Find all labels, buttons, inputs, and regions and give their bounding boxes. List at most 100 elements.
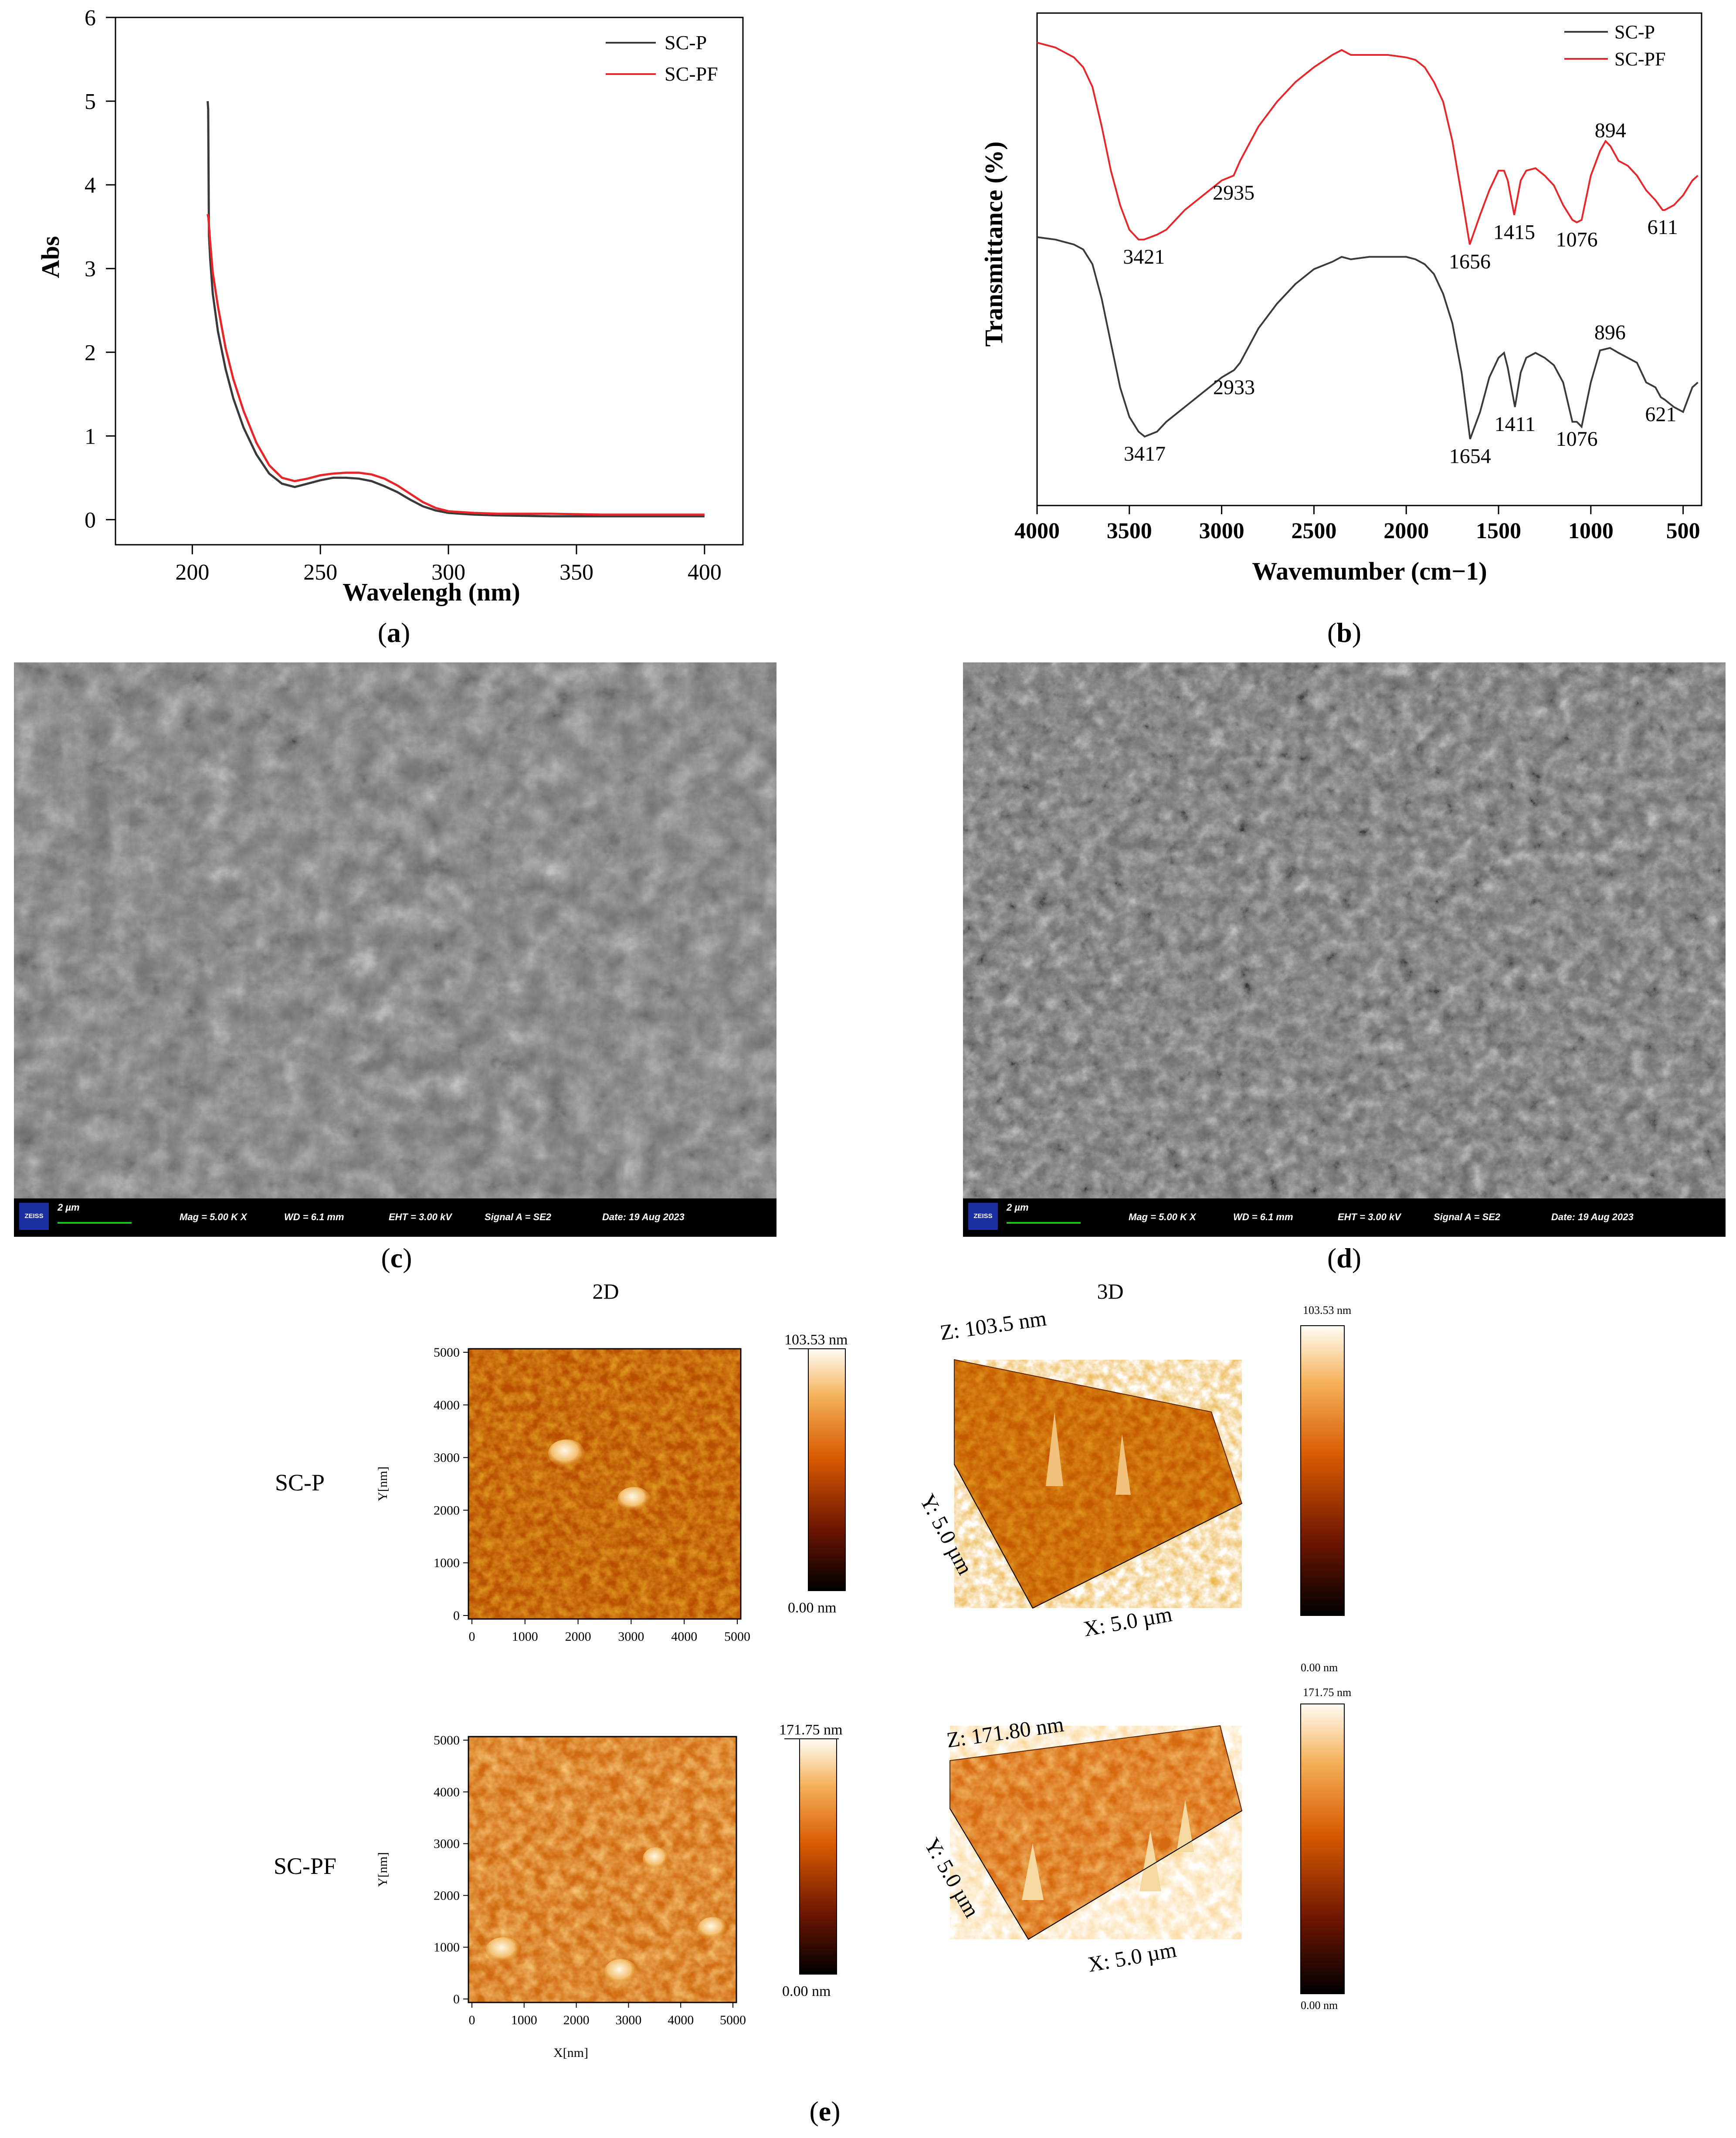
uv-y-tick-label: 3 — [85, 257, 96, 282]
afm-y-tick-label: 5000 — [434, 1345, 460, 1360]
uv-legend-sc-p: SC-P — [665, 31, 707, 54]
afm-z-label: Z: 103.5 nm — [939, 1306, 1048, 1345]
afm-y-tick-label: 5000 — [434, 1733, 460, 1748]
uv-series-line-sc-p — [207, 101, 705, 518]
afm-x-tick-label: 3000 — [615, 2013, 641, 2027]
afm-x-tick-label: 3000 — [618, 1629, 644, 1644]
afm-x-tick-label: 0 — [469, 2013, 475, 2027]
uv-y-tick-label: 4 — [85, 173, 96, 198]
ftir-peak-label: 2935 — [1213, 181, 1255, 204]
ftir-legend-sc-pf: SC-PF — [1614, 48, 1665, 70]
sem-mag: Mag = 5.00 K X — [1129, 1212, 1196, 1222]
afm-x-tick-label: 2000 — [563, 2013, 590, 2027]
afm-cbar-min: 0.00 nm — [788, 1600, 836, 1616]
afm-x-tick-label: 2000 — [565, 1629, 591, 1644]
uv-y-tick-label: 6 — [85, 6, 96, 31]
sem-date: Date: 19 Aug 2023 — [1551, 1212, 1634, 1222]
afm-x-tick-label: 1000 — [512, 1629, 538, 1644]
afm-3d-surface-sc-p: Z: 103.5 nm Y: 5.0 µm X: 5.0 µm — [915, 1306, 1243, 1641]
afm-y-tick-label: 4000 — [434, 1785, 460, 1799]
uv-x-tick-label: 250 — [303, 560, 337, 585]
afm-y-tick-label: 2000 — [434, 1888, 460, 1903]
ftir-x-tick-label: 2000 — [1383, 519, 1429, 543]
sem-scale-bar — [58, 1222, 132, 1224]
afm-cbar-max: 103.53 nm — [784, 1332, 848, 1348]
uv-y-tick-label: 0 — [85, 508, 96, 533]
ftir-peak-label: 611 — [1648, 216, 1678, 239]
ftir-peak-label: 1411 — [1495, 413, 1536, 436]
ftir-y-axis-label: Transmittance (%) — [980, 142, 1008, 347]
sem-wd: WD = 6.1 mm — [1233, 1212, 1293, 1222]
uv-legend: SC-P SC-PF — [606, 31, 718, 85]
afm-2d-map-sc-p — [468, 1348, 742, 1620]
afm-axes-sc-pf: 00 1000 1000 2000 2000 3000 3000 4000 4000 5000 50… — [434, 1733, 746, 2027]
sem-scale-bar — [1007, 1222, 1081, 1224]
sem-signal: Signal A = SE2 — [485, 1212, 552, 1222]
sem-eht: EHT = 3.00 kV — [1338, 1212, 1401, 1222]
afm-row-label-sc-p: SC-P — [275, 1469, 325, 1496]
ftir-x-tick-label: 3000 — [1199, 519, 1244, 543]
uv-x-tick-label: 350 — [559, 560, 593, 585]
afm-z-label: Z: 171.80 nm — [945, 1712, 1065, 1752]
ftir-peak-label: 2933 — [1213, 376, 1255, 399]
afm-cbar3d-max: 171.75 nm — [1303, 1686, 1351, 1699]
uv-y-axis-label: Abs — [36, 236, 64, 278]
ftir-x-tick-label: 1500 — [1476, 519, 1521, 543]
afm-y-tick-label: 3000 — [434, 1451, 460, 1465]
afm-x-tick-label: 0 — [469, 1629, 475, 1644]
panel-e-label: (e) — [809, 2096, 841, 2127]
afm-row-label-sc-pf: SC-PF — [274, 1853, 336, 1879]
afm-y-axis-label: Y[nm] — [376, 1852, 390, 1887]
ftir-legend-sc-p: SC-P — [1614, 21, 1655, 43]
ftir-x-tick-label: 4000 — [1014, 519, 1060, 543]
afm-colorbar-2d-sc-pf: 171.75 nm 0.00 nm — [779, 1722, 842, 1999]
ftir-peak-label: 621 — [1645, 403, 1676, 426]
sem-info-bar-c: ZEISS 2 µm Mag = 5.00 K X WD = 6.1 mm EH… — [14, 1198, 776, 1237]
panel-d-label: (d) — [1327, 1242, 1362, 1273]
afm-x-tick-label: 5000 — [724, 1629, 750, 1644]
ftir-series-line-sc-pf — [1037, 41, 1699, 245]
afm-cbar-max: 171.75 nm — [779, 1722, 842, 1738]
afm-y-tick-label: 0 — [453, 1992, 460, 2006]
afm-colorbar-3d-sc-pf: 171.75 nm 0.00 nm — [1300, 1686, 1351, 2012]
uv-y-tick-label: 5 — [85, 89, 96, 114]
sem-signal: Signal A = SE2 — [1434, 1212, 1501, 1222]
afm-axes-sc-p: 00 1000 1000 2000 2000 3000 3000 4000 4000 5000 50… — [434, 1345, 750, 1644]
afm-cbar3d-min: 0.00 nm — [1301, 1661, 1338, 1674]
ftir-legend: SC-P SC-PF — [1564, 21, 1665, 70]
ftir-peak-label: 1076 — [1556, 428, 1598, 451]
afm-x-tick-label: 4000 — [668, 2013, 694, 2027]
zeiss-logo: ZEISS — [968, 1203, 998, 1230]
panel-c-label: (c) — [381, 1242, 412, 1273]
afm-x3d-label: X: 5.0 µm — [1082, 1602, 1174, 1641]
ftir-x-tick-label: 3500 — [1107, 519, 1152, 543]
afm-x-tick-label: 4000 — [671, 1629, 697, 1644]
ftir-series-line-sc-p — [1037, 236, 1699, 440]
afm-x-tick-label: 1000 — [511, 2013, 537, 2027]
uv-series-line-sc-pf — [207, 214, 705, 516]
sem-eht: EHT = 3.00 kV — [389, 1212, 452, 1222]
afm-y-tick-label: 4000 — [434, 1398, 460, 1412]
sem-mag: Mag = 5.00 K X — [180, 1212, 247, 1222]
afm-y-tick-label: 2000 — [434, 1503, 460, 1517]
ftir-x-tick-label: 1000 — [1568, 519, 1614, 543]
ftir-peak-label: 1656 — [1449, 250, 1491, 273]
ftir-spectrum-chart: 4000 3500 3000 2500 2000 1500 1000 500 3421 2935 1… — [980, 12, 1702, 585]
sem-texture-d — [963, 662, 1726, 1198]
ftir-peak-label: 3421 — [1123, 245, 1165, 268]
afm-y-tick-label: 1000 — [434, 1556, 460, 1570]
uv-y-tick-label: 2 — [85, 340, 96, 365]
afm-y-tick-label: 3000 — [434, 1837, 460, 1851]
afm-colorbar-2d-sc-p: 103.53 nm 0.00 nm — [784, 1332, 848, 1616]
sem-wd: WD = 6.1 mm — [284, 1212, 344, 1222]
panel-a-label: (a) — [377, 617, 410, 648]
afm-2d-header: 2D — [592, 1279, 619, 1303]
ftir-x-tick-label: 500 — [1666, 519, 1700, 543]
afm-3d-surface-sc-pf: Z: 171.80 nm Y: 5.0 µm X: 5.0 µm — [919, 1712, 1243, 1977]
afm-x-tick-label: 5000 — [720, 2013, 746, 2027]
sem-info-bar-d: ZEISS 2 µm Mag = 5.00 K X WD = 6.1 mm EH… — [963, 1198, 1726, 1237]
sem-date: Date: 19 Aug 2023 — [602, 1212, 685, 1222]
uv-x-tick-label: 300 — [431, 560, 465, 585]
uv-x-axis-label: Wavelengh (nm) — [342, 578, 520, 606]
ftir-x-tick-label: 2500 — [1291, 519, 1336, 543]
